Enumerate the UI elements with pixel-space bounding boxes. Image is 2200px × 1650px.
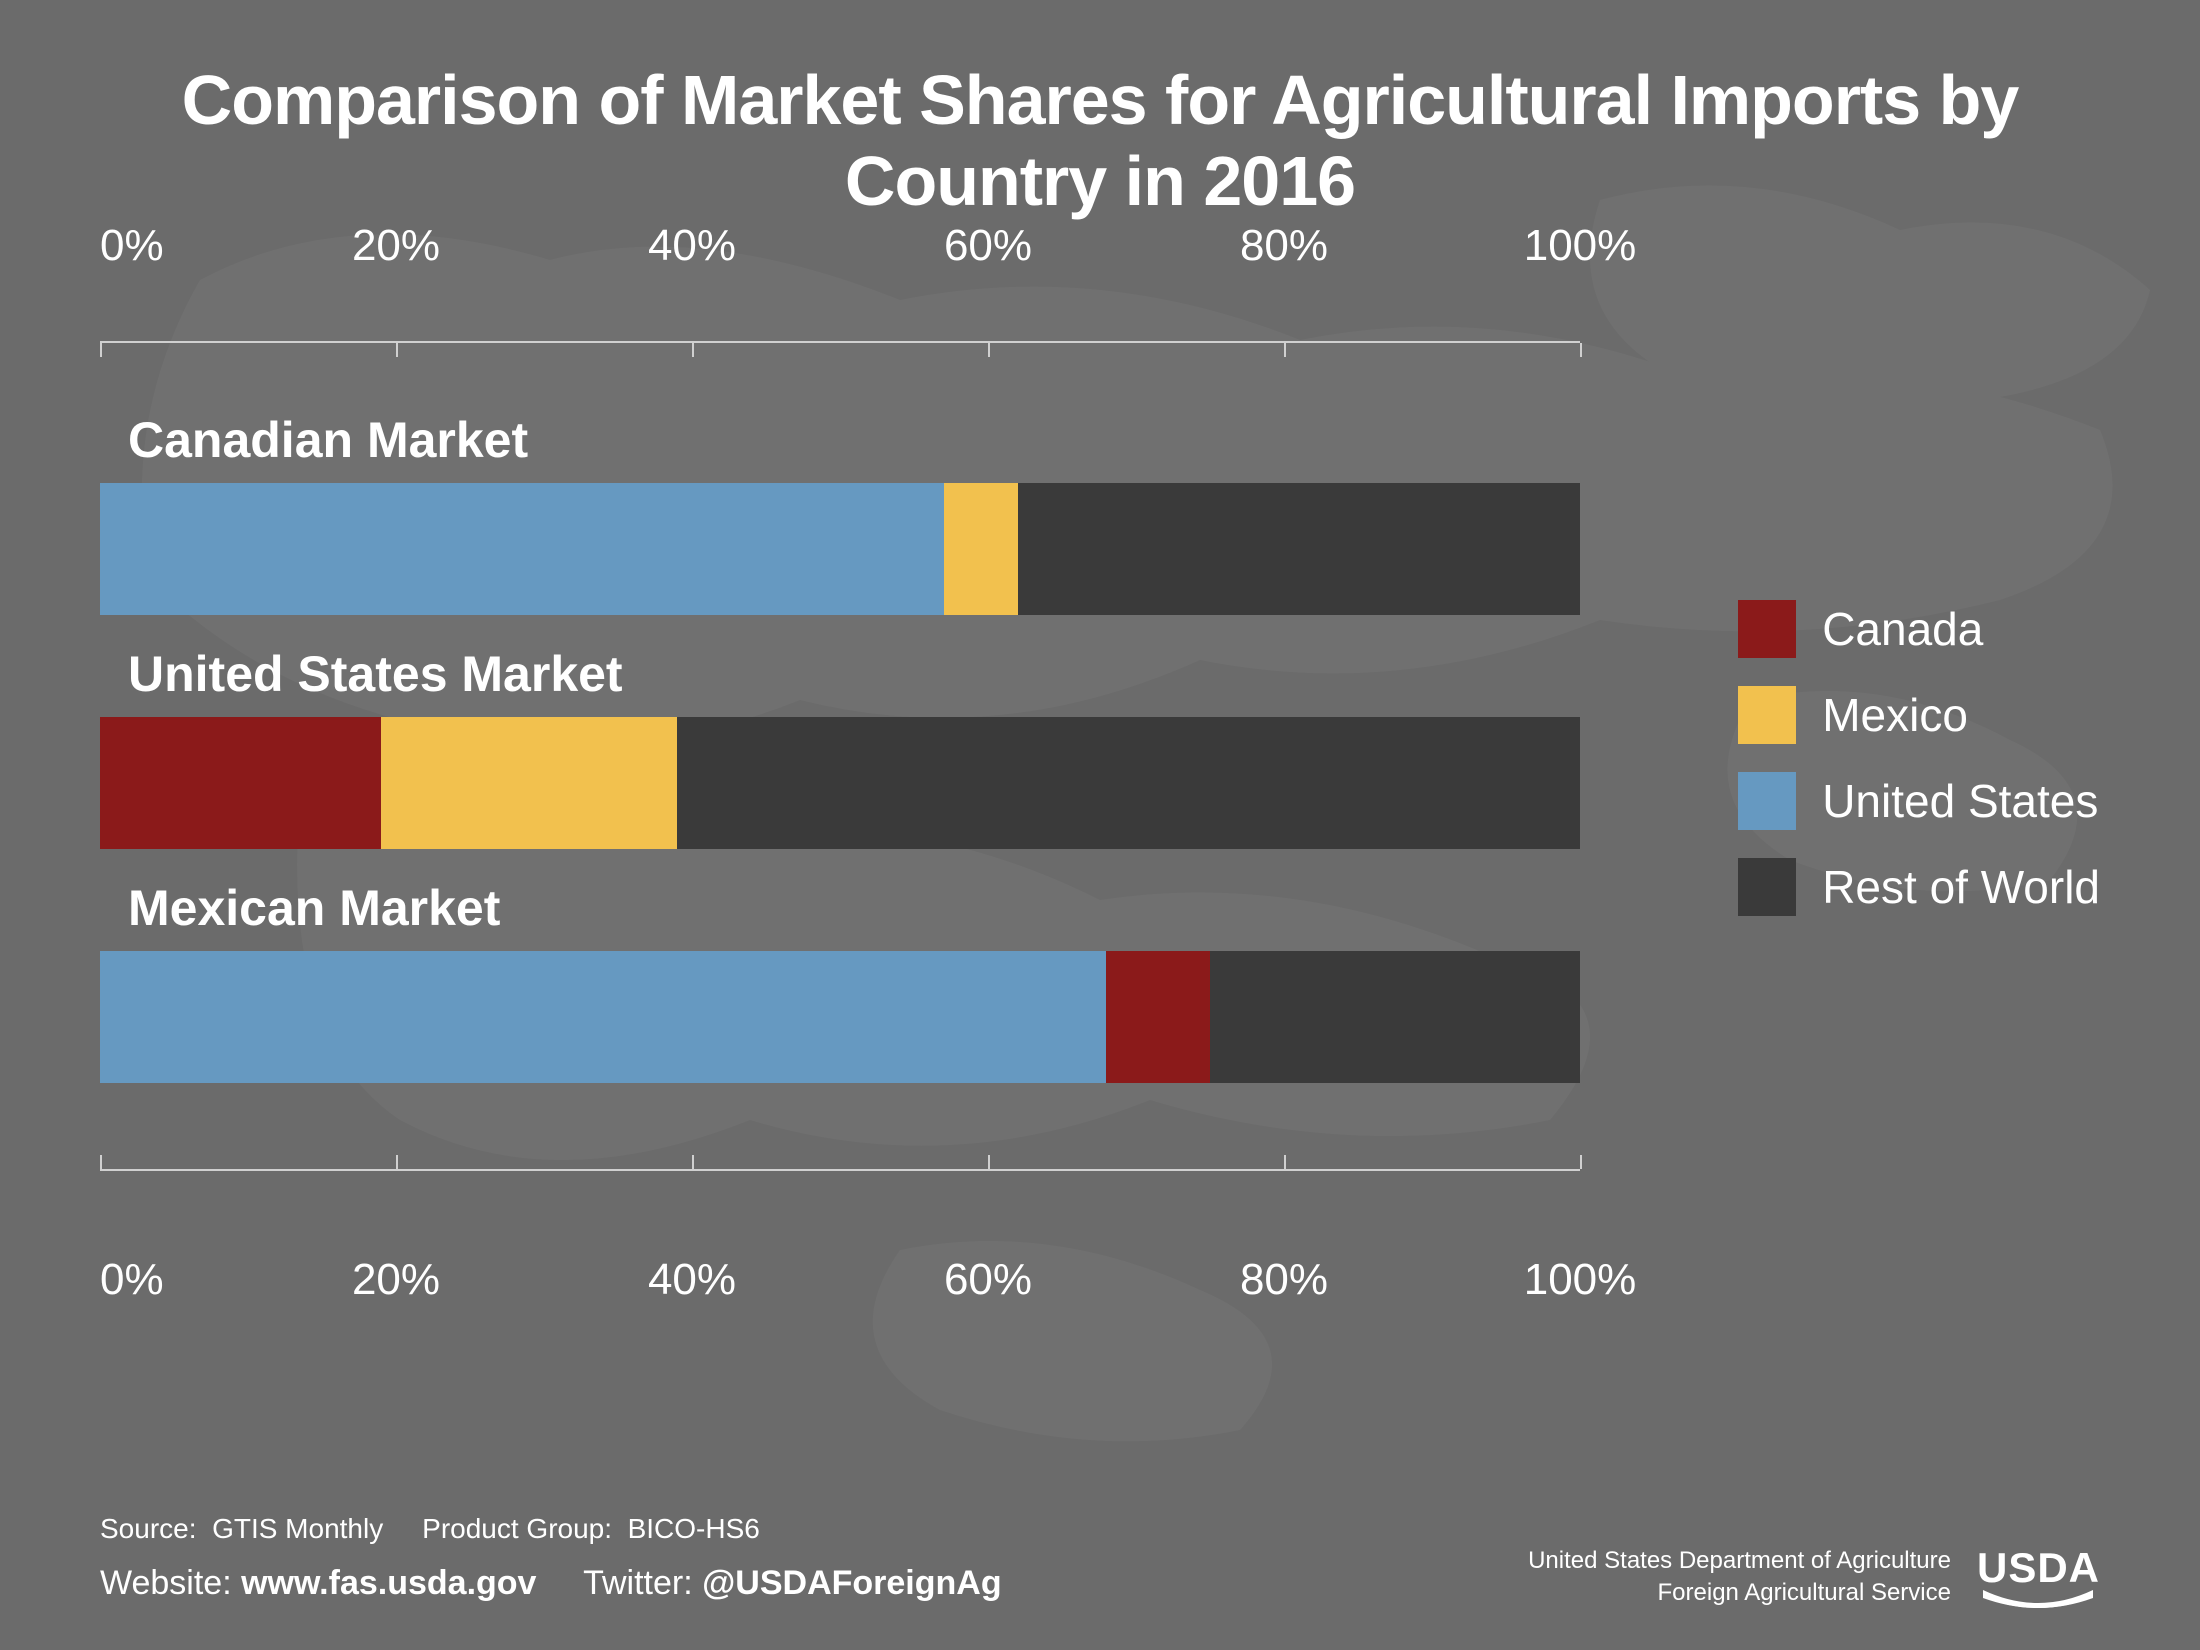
legend-label: Canada [1822,602,1983,656]
bar-segment [100,717,381,849]
axis-tick [988,1155,990,1169]
market-group: Mexican Market [100,879,1580,1083]
product-value: BICO-HS6 [628,1513,760,1544]
market-label: Mexican Market [128,879,1580,937]
usda-logo: USDA [1977,1544,2100,1610]
stacked-bar [100,483,1580,615]
axis-tick-label: 80% [1240,221,1328,271]
axis-tick-label: 0% [100,221,164,271]
axis-tick [692,343,694,357]
market-group: United States Market [100,645,1580,849]
axis-tick [692,1155,694,1169]
stacked-bar [100,717,1580,849]
legend-label: Mexico [1822,688,1968,742]
axis-tick [988,343,990,357]
market-group: Canadian Market [100,411,1580,615]
legend-swatch [1738,772,1796,830]
legend-label: United States [1822,774,2098,828]
axis-top-line [100,341,1580,391]
twitter-label: Twitter: [583,1564,693,1602]
axis-tick-label: 20% [352,221,440,271]
source-value: GTIS Monthly [212,1513,383,1544]
axis-tick [100,343,102,357]
bar-segment [381,717,677,849]
axis-top: 0%20%40%60%80%100% [100,281,1580,341]
legend-item: Canada [1738,600,2100,658]
market-label: Canadian Market [128,411,1580,469]
axis-tick [1284,1155,1286,1169]
axis-tick [396,343,398,357]
bar-segment [1210,951,1580,1083]
usda-logo-text: USDA [1977,1544,2100,1592]
axis-tick-label: 60% [944,1255,1032,1305]
website-label: Website: [100,1564,232,1602]
legend-swatch [1738,600,1796,658]
axis-bottom-line [100,1113,1580,1171]
legend-label: Rest of World [1822,860,2100,914]
bar-segment [100,483,944,615]
axis-tick-label: 100% [1524,221,1637,271]
legend-item: Rest of World [1738,858,2100,916]
stacked-bar [100,951,1580,1083]
chart-title: Comparison of Market Shares for Agricult… [100,60,2100,221]
legend-item: United States [1738,772,2100,830]
footer: Source: GTIS Monthly Product Group: BICO… [100,1507,2100,1610]
market-label: United States Market [128,645,1580,703]
axis-tick [396,1155,398,1169]
twitter-value: @USDAForeignAg [702,1564,1001,1602]
org-line1: United States Department of Agriculture [1528,1545,1951,1577]
axis-tick-label: 60% [944,221,1032,271]
legend-swatch [1738,858,1796,916]
bar-segment [1106,951,1210,1083]
axis-tick [1580,343,1582,357]
chart-area: 0%20%40%60%80%100% Canadian Market United… [100,281,1580,1241]
website-value: www.fas.usda.gov [241,1564,536,1602]
axis-bottom: 0%20%40%60%80%100% [100,1171,1580,1241]
axis-tick-label: 100% [1524,1255,1637,1305]
axis-tick [1284,343,1286,357]
axis-tick-label: 80% [1240,1255,1328,1305]
org-line2: Foreign Agricultural Service [1528,1577,1951,1609]
legend-swatch [1738,686,1796,744]
axis-tick [1580,1155,1582,1169]
usda-logo-curve-icon [1983,1588,2093,1610]
bar-segment [677,717,1580,849]
source-label: Source: [100,1513,197,1544]
bar-segment [100,951,1106,1083]
bar-segment [1018,483,1580,615]
axis-tick [100,1155,102,1169]
bar-segment [944,483,1018,615]
axis-tick-label: 40% [648,221,736,271]
axis-tick-label: 0% [100,1255,164,1305]
axis-tick-label: 40% [648,1255,736,1305]
legend-item: Mexico [1738,686,2100,744]
legend: Canada Mexico United States Rest of World [1738,600,2100,944]
axis-tick-label: 20% [352,1255,440,1305]
product-label: Product Group: [422,1513,612,1544]
